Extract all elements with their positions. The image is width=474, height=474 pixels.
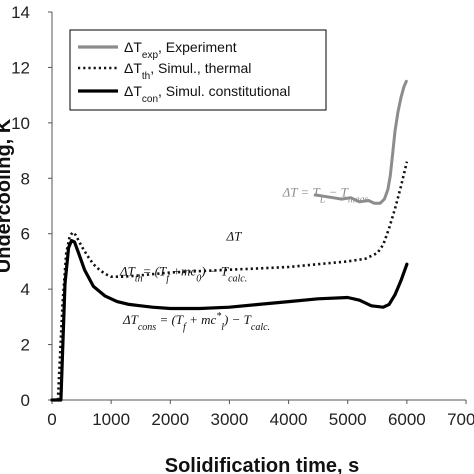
x-axis-title: Solidification time, s [165, 455, 359, 474]
x-tick-label: 1000 [92, 410, 130, 429]
y-tick-label: 4 [21, 280, 30, 299]
legend-entry-label: ΔTexp, Experiment [124, 39, 237, 61]
x-tick-label: 4000 [270, 410, 308, 429]
x-tick-label: 5000 [329, 410, 367, 429]
x-tick-label: 3000 [211, 410, 249, 429]
x-tick-label: 6000 [388, 410, 426, 429]
plot-frame [51, 12, 466, 401]
y-axis-title: Undercooling, K [0, 118, 15, 273]
series-line-0 [313, 79, 408, 205]
annotation-con: ΔTcons = (Tf + mc*l) − Tcalc. [122, 310, 270, 332]
annotations: ΔT = TL − Tmeas. ΔT ΔTth= (Tf +mc0) − Tcal… [119, 184, 371, 332]
y-tick-label: 8 [21, 169, 30, 188]
annotation-label: ΔT [225, 229, 242, 244]
annotation-th: ΔTth= (Tf +mc0) − Tcalc. [119, 263, 247, 284]
legend-box [69, 29, 327, 111]
y-tick-label: 12 [11, 58, 30, 77]
y-axis-ticks: 0 2 4 6 8 10 12 14 [11, 3, 52, 410]
y-tick-label: 14 [11, 3, 30, 22]
legend-entry-label: ΔTth, Simul., thermal [124, 60, 251, 82]
series-layer [50, 79, 409, 402]
x-tick-label: 2000 [151, 410, 189, 429]
y-tick-label: 0 [21, 391, 30, 410]
annotation-exp: ΔT = TL − Tmeas. [282, 184, 371, 205]
y-tick-label: 2 [21, 336, 30, 355]
y-tick-label: 6 [21, 225, 30, 244]
y-tick-label: 10 [11, 114, 30, 133]
series-line-2 [50, 239, 409, 402]
legend-entry-label: ΔTcon, Simul. constitutional [124, 83, 290, 105]
x-tick-label: 0 [47, 410, 56, 429]
